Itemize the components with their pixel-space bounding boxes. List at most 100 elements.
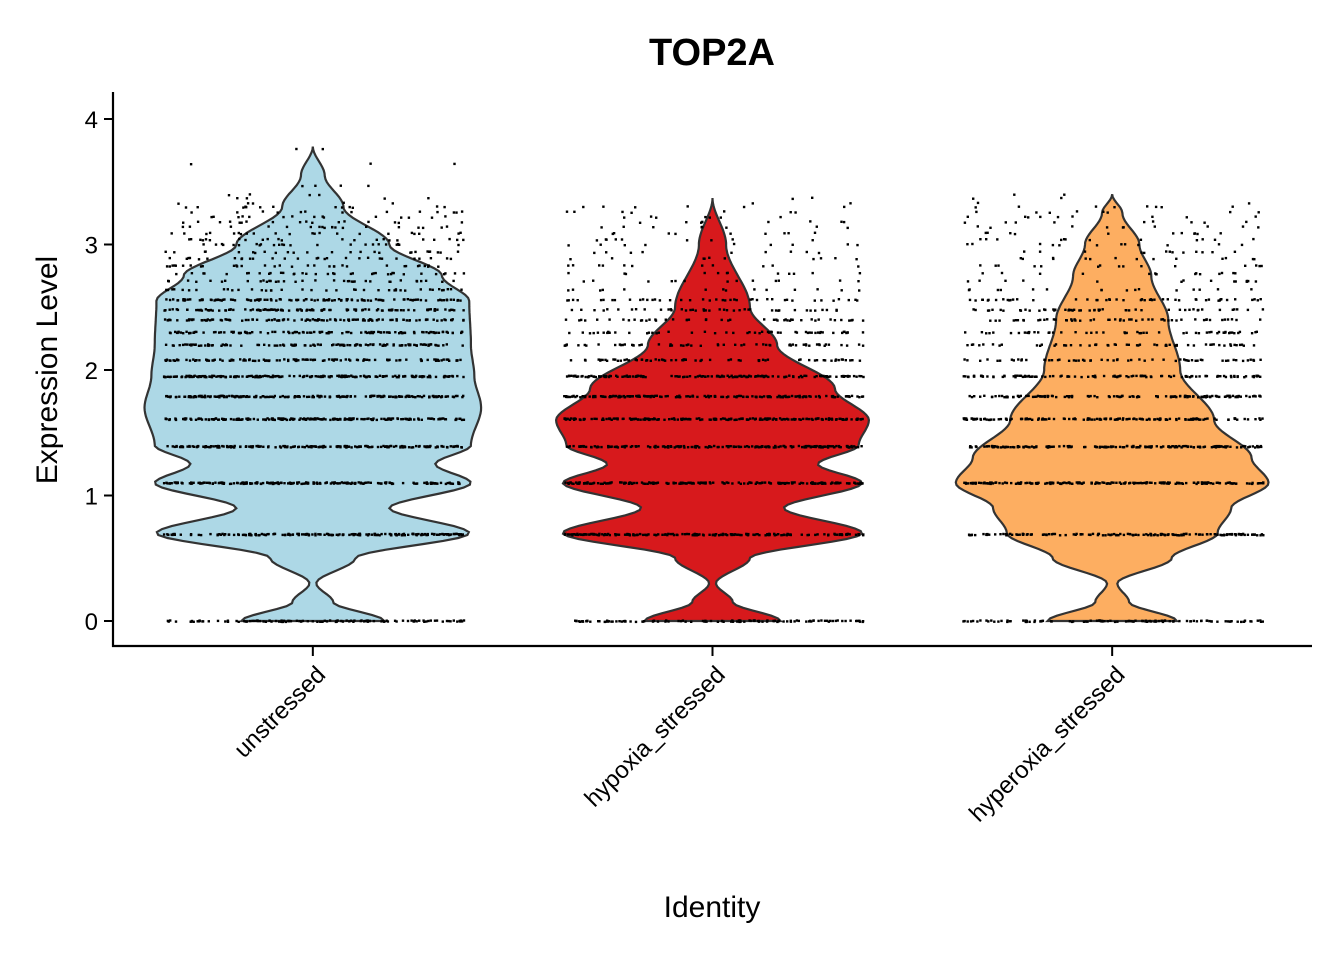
cell-point: [392, 375, 394, 377]
cell-point: [284, 534, 286, 536]
cell-point: [1079, 482, 1081, 484]
cell-point: [306, 396, 308, 398]
cell-point: [223, 331, 225, 333]
cell-point: [305, 298, 307, 300]
cell-point: [1245, 395, 1247, 397]
cell-point: [658, 332, 660, 334]
cell-point: [743, 375, 745, 377]
cell-point: [277, 375, 279, 377]
cell-point: [252, 202, 254, 204]
cell-point: [404, 332, 406, 334]
chart-title: TOP2A: [649, 32, 775, 74]
cell-point: [1109, 396, 1111, 398]
cell-point: [782, 620, 784, 622]
cell-point: [602, 299, 604, 301]
cell-point: [257, 376, 259, 378]
cell-point: [185, 206, 187, 208]
cell-point: [647, 280, 649, 282]
cell-point: [198, 534, 200, 536]
cell-point: [197, 445, 199, 447]
cell-point: [579, 396, 581, 398]
cell-point: [342, 375, 344, 377]
cell-point: [365, 344, 367, 346]
cell-point: [605, 534, 607, 536]
cell-point: [428, 264, 430, 266]
cell-point: [802, 418, 804, 420]
cell-point: [761, 396, 763, 398]
cell-point: [1046, 482, 1048, 484]
cell-point: [1221, 360, 1223, 362]
cell-point: [654, 318, 656, 320]
cell-point: [252, 308, 254, 310]
cell-point: [453, 533, 455, 535]
cell-point: [1142, 418, 1144, 420]
cell-point: [345, 358, 347, 360]
cell-point: [711, 375, 713, 377]
cell-point: [438, 534, 440, 536]
cell-point: [698, 533, 700, 535]
cell-point: [758, 482, 760, 484]
cell-point: [415, 344, 417, 346]
cell-point: [638, 344, 640, 346]
cell-point: [607, 445, 609, 447]
cell-point: [240, 233, 242, 235]
cell-point: [395, 257, 397, 259]
cell-point: [678, 375, 680, 377]
cell-point: [252, 376, 254, 378]
cell-point: [226, 319, 228, 321]
cell-point: [1238, 533, 1240, 535]
cell-point: [820, 257, 822, 259]
cell-point: [400, 279, 402, 281]
cell-point: [739, 620, 741, 622]
cell-point: [340, 185, 342, 187]
cell-point: [1149, 620, 1151, 622]
cell-point: [1232, 395, 1234, 397]
cell-point: [775, 280, 777, 282]
cell-point: [773, 533, 775, 535]
cell-point: [843, 206, 845, 208]
cell-point: [332, 534, 334, 536]
cell-point: [422, 227, 424, 229]
cell-point: [374, 359, 376, 361]
cell-point: [691, 446, 693, 448]
cell-point: [353, 308, 355, 310]
cell-point: [704, 216, 706, 218]
cell-point: [167, 289, 169, 291]
cell-point: [564, 482, 566, 484]
cell-point: [417, 298, 419, 300]
cell-point: [384, 197, 386, 199]
cell-point: [238, 244, 240, 246]
cell-point: [798, 445, 800, 447]
cell-point: [1236, 446, 1238, 448]
cell-point: [211, 418, 213, 420]
cell-point: [436, 445, 438, 447]
cell-point: [317, 318, 319, 320]
cell-point: [348, 534, 350, 536]
cell-point: [1031, 419, 1033, 421]
cell-point: [683, 358, 685, 360]
cell-point: [164, 359, 166, 361]
cell-point: [410, 619, 412, 621]
cell-point: [220, 534, 222, 536]
cell-point: [305, 309, 307, 311]
cell-point: [324, 620, 326, 622]
cell-point: [309, 309, 311, 311]
cell-point: [1109, 620, 1111, 622]
cell-point: [1201, 534, 1203, 536]
cell-point: [569, 533, 571, 535]
cell-point: [418, 319, 420, 321]
cell-point: [404, 265, 406, 267]
cell-point: [425, 318, 427, 320]
cell-point: [453, 211, 455, 213]
cell-point: [388, 239, 390, 241]
cell-point: [845, 375, 847, 377]
cell-point: [738, 375, 740, 377]
cell-point: [788, 273, 790, 275]
cell-point: [1191, 418, 1193, 420]
cell-point: [196, 375, 198, 377]
cell-point: [748, 331, 750, 333]
cell-point: [713, 445, 715, 447]
cell-point: [665, 319, 667, 321]
cell-point: [1176, 446, 1178, 448]
cell-point: [1086, 419, 1088, 421]
